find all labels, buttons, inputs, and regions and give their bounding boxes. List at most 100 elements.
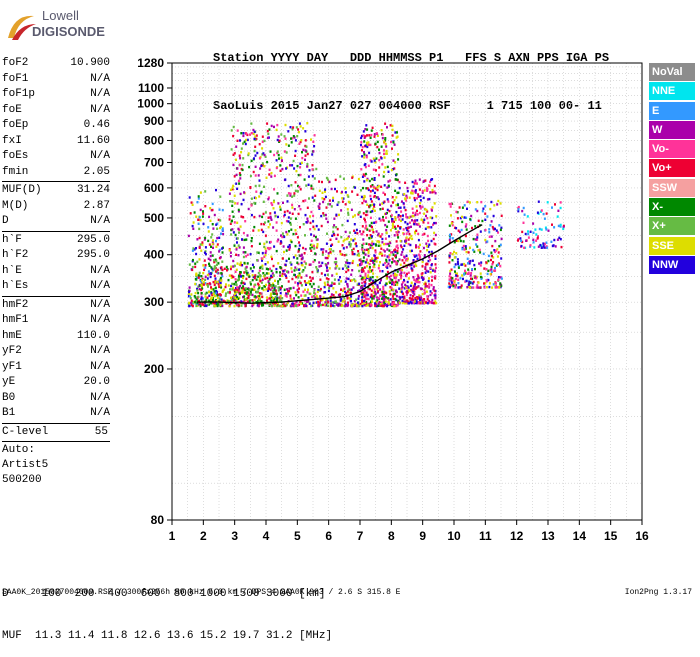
echo-point xyxy=(417,193,420,196)
echo-point xyxy=(187,234,190,238)
echo-point xyxy=(292,232,295,236)
echo-point xyxy=(276,123,279,127)
echo-point xyxy=(308,197,310,200)
echo-point xyxy=(373,288,376,291)
echo-point xyxy=(310,285,313,288)
echo-point xyxy=(233,289,236,292)
echo-point xyxy=(370,294,373,297)
echo-point xyxy=(470,214,473,218)
echo-point xyxy=(306,152,309,156)
echo-point xyxy=(273,211,276,214)
echo-point xyxy=(378,281,381,285)
echo-point xyxy=(273,153,276,157)
echo-point xyxy=(391,295,394,298)
echo-point xyxy=(376,188,379,192)
echo-point xyxy=(386,275,388,278)
station-header: Station YYYY DAY DDD HHMMSS P1 FFS S AXN… xyxy=(213,18,609,130)
echo-point xyxy=(275,267,278,271)
echo-point xyxy=(305,282,308,285)
echo-point xyxy=(288,257,290,260)
echo-point xyxy=(234,278,237,281)
echo-point xyxy=(272,200,275,204)
echo-point xyxy=(229,200,232,203)
param-row-hmf2: hmF2 N/A xyxy=(2,298,110,314)
x-tick-label: 11 xyxy=(479,529,492,543)
echo-point xyxy=(190,299,193,302)
echo-point xyxy=(375,304,378,308)
echo-point xyxy=(370,160,373,163)
echo-point xyxy=(342,247,345,250)
echo-point xyxy=(255,278,258,281)
echo-point xyxy=(211,223,214,226)
echo-point xyxy=(321,251,324,254)
echo-point xyxy=(450,281,453,284)
echo-point xyxy=(479,251,482,254)
legend-item-x: X- xyxy=(649,198,695,217)
echo-point xyxy=(417,275,420,278)
echo-point xyxy=(352,239,355,242)
param-value: N/A xyxy=(90,391,110,404)
echo-point xyxy=(257,295,259,298)
echo-point xyxy=(353,229,356,232)
echo-point xyxy=(280,156,283,159)
param-label: yF2 xyxy=(2,345,22,357)
echo-point xyxy=(378,217,381,220)
echo-point xyxy=(434,254,437,258)
echo-point xyxy=(364,278,367,281)
echo-point xyxy=(559,238,562,241)
echo-point xyxy=(376,196,379,199)
echo-point xyxy=(363,136,366,139)
echo-point xyxy=(302,246,305,250)
echo-point xyxy=(462,240,465,243)
echo-point xyxy=(281,232,284,235)
echo-point xyxy=(554,203,556,206)
echo-point xyxy=(220,232,222,235)
echo-point xyxy=(321,191,324,194)
echo-point xyxy=(337,278,340,282)
echo-point xyxy=(311,168,314,171)
echo-point xyxy=(232,296,235,299)
echo-point xyxy=(237,275,240,278)
echo-point xyxy=(279,271,281,274)
echo-point xyxy=(411,269,414,272)
echo-point xyxy=(213,283,216,286)
echo-point xyxy=(242,295,244,299)
echo-point xyxy=(315,167,318,171)
echo-point xyxy=(284,304,287,308)
echo-point xyxy=(239,192,242,196)
echo-point xyxy=(288,230,290,233)
echo-point xyxy=(382,191,385,194)
echo-point xyxy=(417,279,420,282)
echo-point xyxy=(451,252,454,256)
echo-point xyxy=(216,268,219,272)
echo-point xyxy=(403,287,406,290)
echo-point xyxy=(283,213,286,217)
echo-point xyxy=(336,233,339,237)
echo-point xyxy=(298,287,300,290)
echo-point xyxy=(354,231,357,234)
echo-point xyxy=(414,230,416,234)
echo-point xyxy=(308,302,311,305)
echo-point xyxy=(264,247,267,250)
echo-point xyxy=(327,289,330,293)
echo-point xyxy=(427,239,430,243)
echo-point xyxy=(385,265,388,268)
echo-point xyxy=(396,249,399,253)
echo-point xyxy=(375,301,378,304)
echo-point xyxy=(332,230,335,233)
echo-point xyxy=(253,149,256,153)
echo-point xyxy=(366,228,369,231)
echo-point xyxy=(346,295,349,299)
echo-point xyxy=(211,296,214,299)
echo-point xyxy=(480,261,483,264)
echo-point xyxy=(419,250,422,253)
echo-point xyxy=(386,266,389,269)
echo-point xyxy=(465,279,468,283)
echo-point xyxy=(309,228,312,231)
echo-point xyxy=(246,138,249,142)
echo-point xyxy=(478,248,481,252)
echo-point xyxy=(392,288,395,291)
echo-point xyxy=(401,200,403,203)
echo-point xyxy=(361,248,364,251)
echo-point xyxy=(296,164,299,168)
